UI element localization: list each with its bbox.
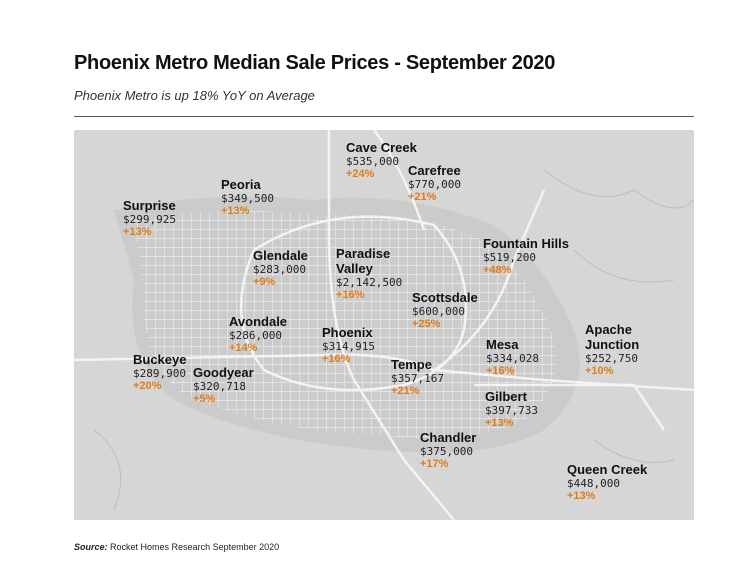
city-label: Glendale $283,000 +9% <box>253 248 308 289</box>
highways <box>74 130 694 520</box>
city-price: $320,718 <box>193 380 246 393</box>
city-change: +25% <box>412 318 441 330</box>
city-change: +16% <box>322 353 351 365</box>
city-label: Surprise $299,925 +13% <box>123 198 176 239</box>
city-change: +13% <box>221 205 250 217</box>
city-price: $535,000 <box>346 155 399 168</box>
city-name: Tempe <box>391 357 432 372</box>
city-price: $289,900 <box>133 367 186 380</box>
city-price: $357,167 <box>391 372 444 385</box>
city-label: Chandler $375,000 +17% <box>420 430 476 471</box>
terrain <box>93 169 694 511</box>
city-name: Goodyear <box>193 365 254 380</box>
city-change: +16% <box>336 289 365 301</box>
divider <box>74 116 694 117</box>
city-label: Avondale $286,000 +14% <box>229 314 287 355</box>
city-change: +24% <box>346 168 375 180</box>
city-name: Phoenix <box>322 325 373 340</box>
city-name: Fountain Hills <box>483 236 569 251</box>
city-change: +17% <box>420 458 449 470</box>
city-name: Apache Junction <box>585 322 640 352</box>
city-price: $375,000 <box>420 445 473 458</box>
city-price: $299,925 <box>123 213 176 226</box>
city-price: $286,000 <box>229 329 282 342</box>
source: Source: Rocket Homes Research September … <box>74 542 279 552</box>
city-change: +5% <box>193 393 216 405</box>
city-label: Mesa $334,028 +16% <box>486 337 539 378</box>
city-price: $334,028 <box>486 352 539 365</box>
city-price: $448,000 <box>567 477 620 490</box>
city-name: Glendale <box>253 248 308 263</box>
city-label: Peoria $349,500 +13% <box>221 177 274 218</box>
city-price: $349,500 <box>221 192 274 205</box>
city-name: Paradise Valley <box>336 246 391 276</box>
city-name: Peoria <box>221 177 261 192</box>
city-label: Cave Creek $535,000 +24% <box>346 140 417 181</box>
city-label: Gilbert $397,733 +13% <box>485 389 538 430</box>
city-change: +21% <box>408 191 437 203</box>
city-label: Apache Junction $252,750 +10% <box>585 322 655 378</box>
city-label: Goodyear $320,718 +5% <box>193 365 254 406</box>
city-label: Queen Creek $448,000 +13% <box>567 462 647 503</box>
city-change: +9% <box>253 276 276 288</box>
city-name: Cave Creek <box>346 140 417 155</box>
city-label: Phoenix $314,915 +16% <box>322 325 375 366</box>
city-label: Carefree $770,000 +21% <box>408 163 461 204</box>
city-price: $397,733 <box>485 404 538 417</box>
city-change: +13% <box>485 417 514 429</box>
city-price: $519,200 <box>483 251 536 264</box>
city-name: Queen Creek <box>567 462 648 477</box>
city-name: Scottsdale <box>412 290 478 305</box>
city-price: $2,142,500 <box>336 276 403 289</box>
city-label: Scottsdale $600,000 +25% <box>412 290 478 331</box>
city-price: $770,000 <box>408 178 461 191</box>
city-name: Gilbert <box>485 389 527 404</box>
city-name: Surprise <box>123 198 176 213</box>
city-label: Buckeye $289,900 +20% <box>133 352 186 393</box>
city-price: $283,000 <box>253 263 306 276</box>
city-name: Buckeye <box>133 352 187 367</box>
city-change: +13% <box>567 490 596 502</box>
city-change: +16% <box>486 365 515 377</box>
city-label: Fountain Hills $519,200 +48% <box>483 236 569 277</box>
street-grid <box>134 211 556 438</box>
city-name: Chandler <box>420 430 477 445</box>
subtitle: Phoenix Metro is up 18% YoY on Average <box>74 88 315 103</box>
city-name: Mesa <box>486 337 519 352</box>
source-text: Rocket Homes Research September 2020 <box>110 542 280 552</box>
city-label: Paradise Valley $2,142,500 +16% <box>336 246 406 302</box>
city-price: $314,915 <box>322 340 375 353</box>
city-change: +13% <box>123 226 152 238</box>
city-change: +14% <box>229 342 258 354</box>
city-change: +20% <box>133 380 162 392</box>
city-label: Tempe $357,167 +21% <box>391 357 444 398</box>
city-price: $252,750 <box>585 352 638 365</box>
city-change: +48% <box>483 264 512 276</box>
city-price: $600,000 <box>412 305 465 318</box>
source-label: Source: <box>74 542 108 552</box>
city-name: Carefree <box>408 163 461 178</box>
map <box>74 130 694 520</box>
city-change: +10% <box>585 365 614 377</box>
city-name: Avondale <box>229 314 288 329</box>
city-change: +21% <box>391 385 420 397</box>
title: Phoenix Metro Median Sale Prices - Septe… <box>74 52 556 74</box>
